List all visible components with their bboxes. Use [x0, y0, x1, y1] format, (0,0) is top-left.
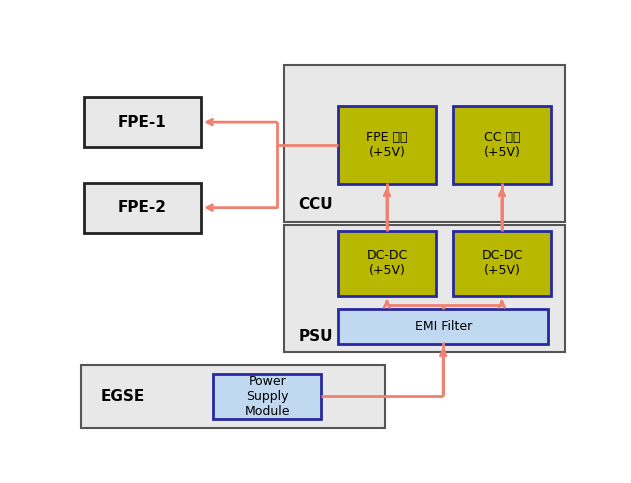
FancyBboxPatch shape	[213, 374, 321, 419]
Text: EGSE: EGSE	[101, 389, 145, 404]
Text: DC-DC
(+5V): DC-DC (+5V)	[367, 249, 408, 277]
Text: EMI Filter: EMI Filter	[415, 320, 472, 333]
FancyBboxPatch shape	[338, 231, 436, 296]
Text: FPE 전원
(+5V): FPE 전원 (+5V)	[366, 131, 408, 159]
FancyBboxPatch shape	[84, 183, 201, 233]
FancyBboxPatch shape	[284, 65, 565, 222]
Text: PSU: PSU	[299, 328, 333, 343]
Text: CCU: CCU	[298, 198, 333, 213]
FancyBboxPatch shape	[284, 225, 565, 352]
Text: CC 전원
(+5V): CC 전원 (+5V)	[483, 131, 521, 159]
FancyBboxPatch shape	[453, 231, 551, 296]
FancyBboxPatch shape	[84, 97, 201, 147]
Text: DC-DC
(+5V): DC-DC (+5V)	[481, 249, 522, 277]
FancyBboxPatch shape	[338, 106, 436, 185]
Text: Power
Supply
Module: Power Supply Module	[244, 375, 290, 418]
FancyBboxPatch shape	[453, 106, 551, 185]
FancyBboxPatch shape	[81, 365, 384, 428]
Text: FPE-1: FPE-1	[118, 114, 167, 129]
FancyBboxPatch shape	[338, 309, 548, 344]
Text: FPE-2: FPE-2	[118, 200, 167, 215]
